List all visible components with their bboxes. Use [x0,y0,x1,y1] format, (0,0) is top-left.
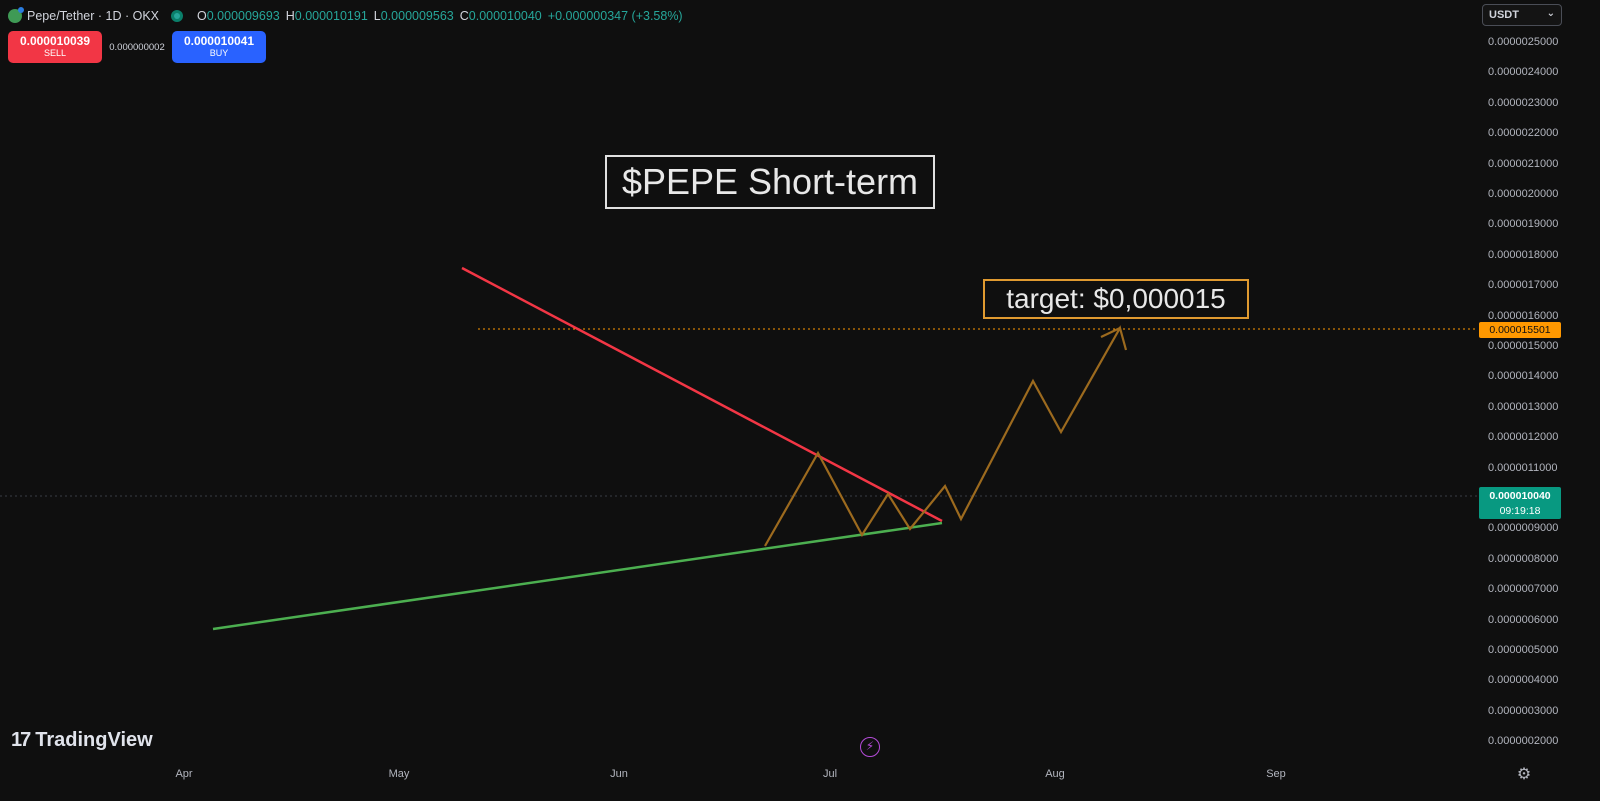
price-tick-label: 0.0000005000 [1488,644,1559,656]
sell-price: 0.000010039 [19,34,91,48]
spread-value: 0.000000002 [109,41,165,53]
price-tick-label: 0.0000007000 [1488,583,1559,596]
price-tick-label: 0.0000009000 [1488,522,1559,535]
sell-button[interactable]: 0.000010039 SELL [8,31,102,63]
price-tick-label: 0.0000002000 [1488,735,1559,748]
time-tick-label: May [388,768,410,780]
buy-price: 0.000010041 [183,34,255,48]
sell-label: SELL [43,48,67,58]
chevron-down-icon: ⌄ [1546,8,1555,19]
symbol-title[interactable]: Pepe/Tether · 1D · OKX [27,9,160,23]
price-tick-label: 0.0000004000 [1488,674,1559,687]
price-tick-label: 0.0000011000 [1488,461,1558,474]
time-tick-label: Apr [175,768,193,780]
high-value: 0.000010191 [294,9,368,23]
price-tick-label: 0.0000006000 [1488,613,1559,626]
time-tick-label: Sep [1266,768,1286,780]
low-value: 0.000009563 [380,9,454,23]
tradingview-logo[interactable]: 17 TradingView [11,729,153,752]
target-annotation[interactable]: target: $0,000015 [983,279,1249,319]
price-axis[interactable]: 0.0000025000 0.0000024000 0.0000023000 0.00… [1488,0,1600,801]
last-price: 0.000010040 [1489,490,1551,502]
pepe-coin-icon [8,7,24,23]
target-price-tag: 0.000015501 [1479,322,1561,338]
trade-buttons: 0.000010039 SELL 0.000000002 0.000010041… [8,31,266,63]
time-tick-label: Jun [610,768,628,780]
low-label: L [373,9,381,23]
currency-select[interactable]: USDT ⌄ [1482,4,1562,26]
resistance-trendline [461,266,943,523]
market-status-icon[interactable] [171,10,184,22]
price-tick-label: 0.0000008000 [1488,552,1559,565]
buy-label: BUY [209,48,229,58]
close-label: C [459,9,469,23]
currency-label: USDT [1489,9,1519,21]
legend-header: Pepe/Tether · 1D · OKX O 0.000009693 H 0.0… [8,6,689,26]
price-tick-label: 0.0000025000 [1488,36,1559,48]
lightning-icon[interactable]: ⚡ [860,737,880,757]
price-tick-label: 0.0000021000 [1488,157,1559,170]
open-value: 0.000009693 [206,9,280,23]
price-tick-label: 0.0000012000 [1488,431,1559,444]
gear-icon[interactable]: ⚙ [1516,766,1532,783]
price-tick-label: 0.0000023000 [1488,96,1559,109]
close-value: 0.000010040 [468,9,542,23]
price-tick-label: 0.0000020000 [1488,188,1559,200]
price-tick-label: 0.0000019000 [1488,218,1559,231]
price-tick-label: 0.0000013000 [1488,400,1559,413]
price-tick-label: 0.0000024000 [1488,66,1559,79]
support-trendline [212,521,943,631]
price-tick-label: 0.0000018000 [1488,248,1559,261]
projection-path [764,325,1128,547]
price-chart[interactable] [0,0,1478,801]
title-annotation[interactable]: $PEPE Short-term [605,155,935,209]
price-tick-label: 0.0000014000 [1488,370,1559,383]
time-tick-label: Jul [822,768,838,780]
price-tick-label: 0.0000016000 [1488,309,1559,322]
last-price-tag: 0.000010040 09:19:18 [1479,487,1561,519]
tradingview-wordmark: TradingView [35,729,153,751]
price-tick-label: 0.0000017000 [1488,279,1559,292]
time-tick-label: Aug [1045,768,1065,780]
price-tick-label: 0.0000003000 [1488,704,1559,717]
open-label: O [197,9,207,23]
projection-arrow-head [1100,327,1121,338]
price-tick-label: 0.0000015000 [1488,340,1559,352]
bar-countdown: 09:19:18 [1499,505,1541,517]
buy-button[interactable]: 0.000010041 BUY [172,31,266,63]
price-tick-label: 0.0000022000 [1488,127,1559,140]
high-label: H [285,9,295,23]
tradingview-mark-icon: 17 [11,729,31,751]
change-value: +0.000000347 (+3.58%) [547,9,683,23]
